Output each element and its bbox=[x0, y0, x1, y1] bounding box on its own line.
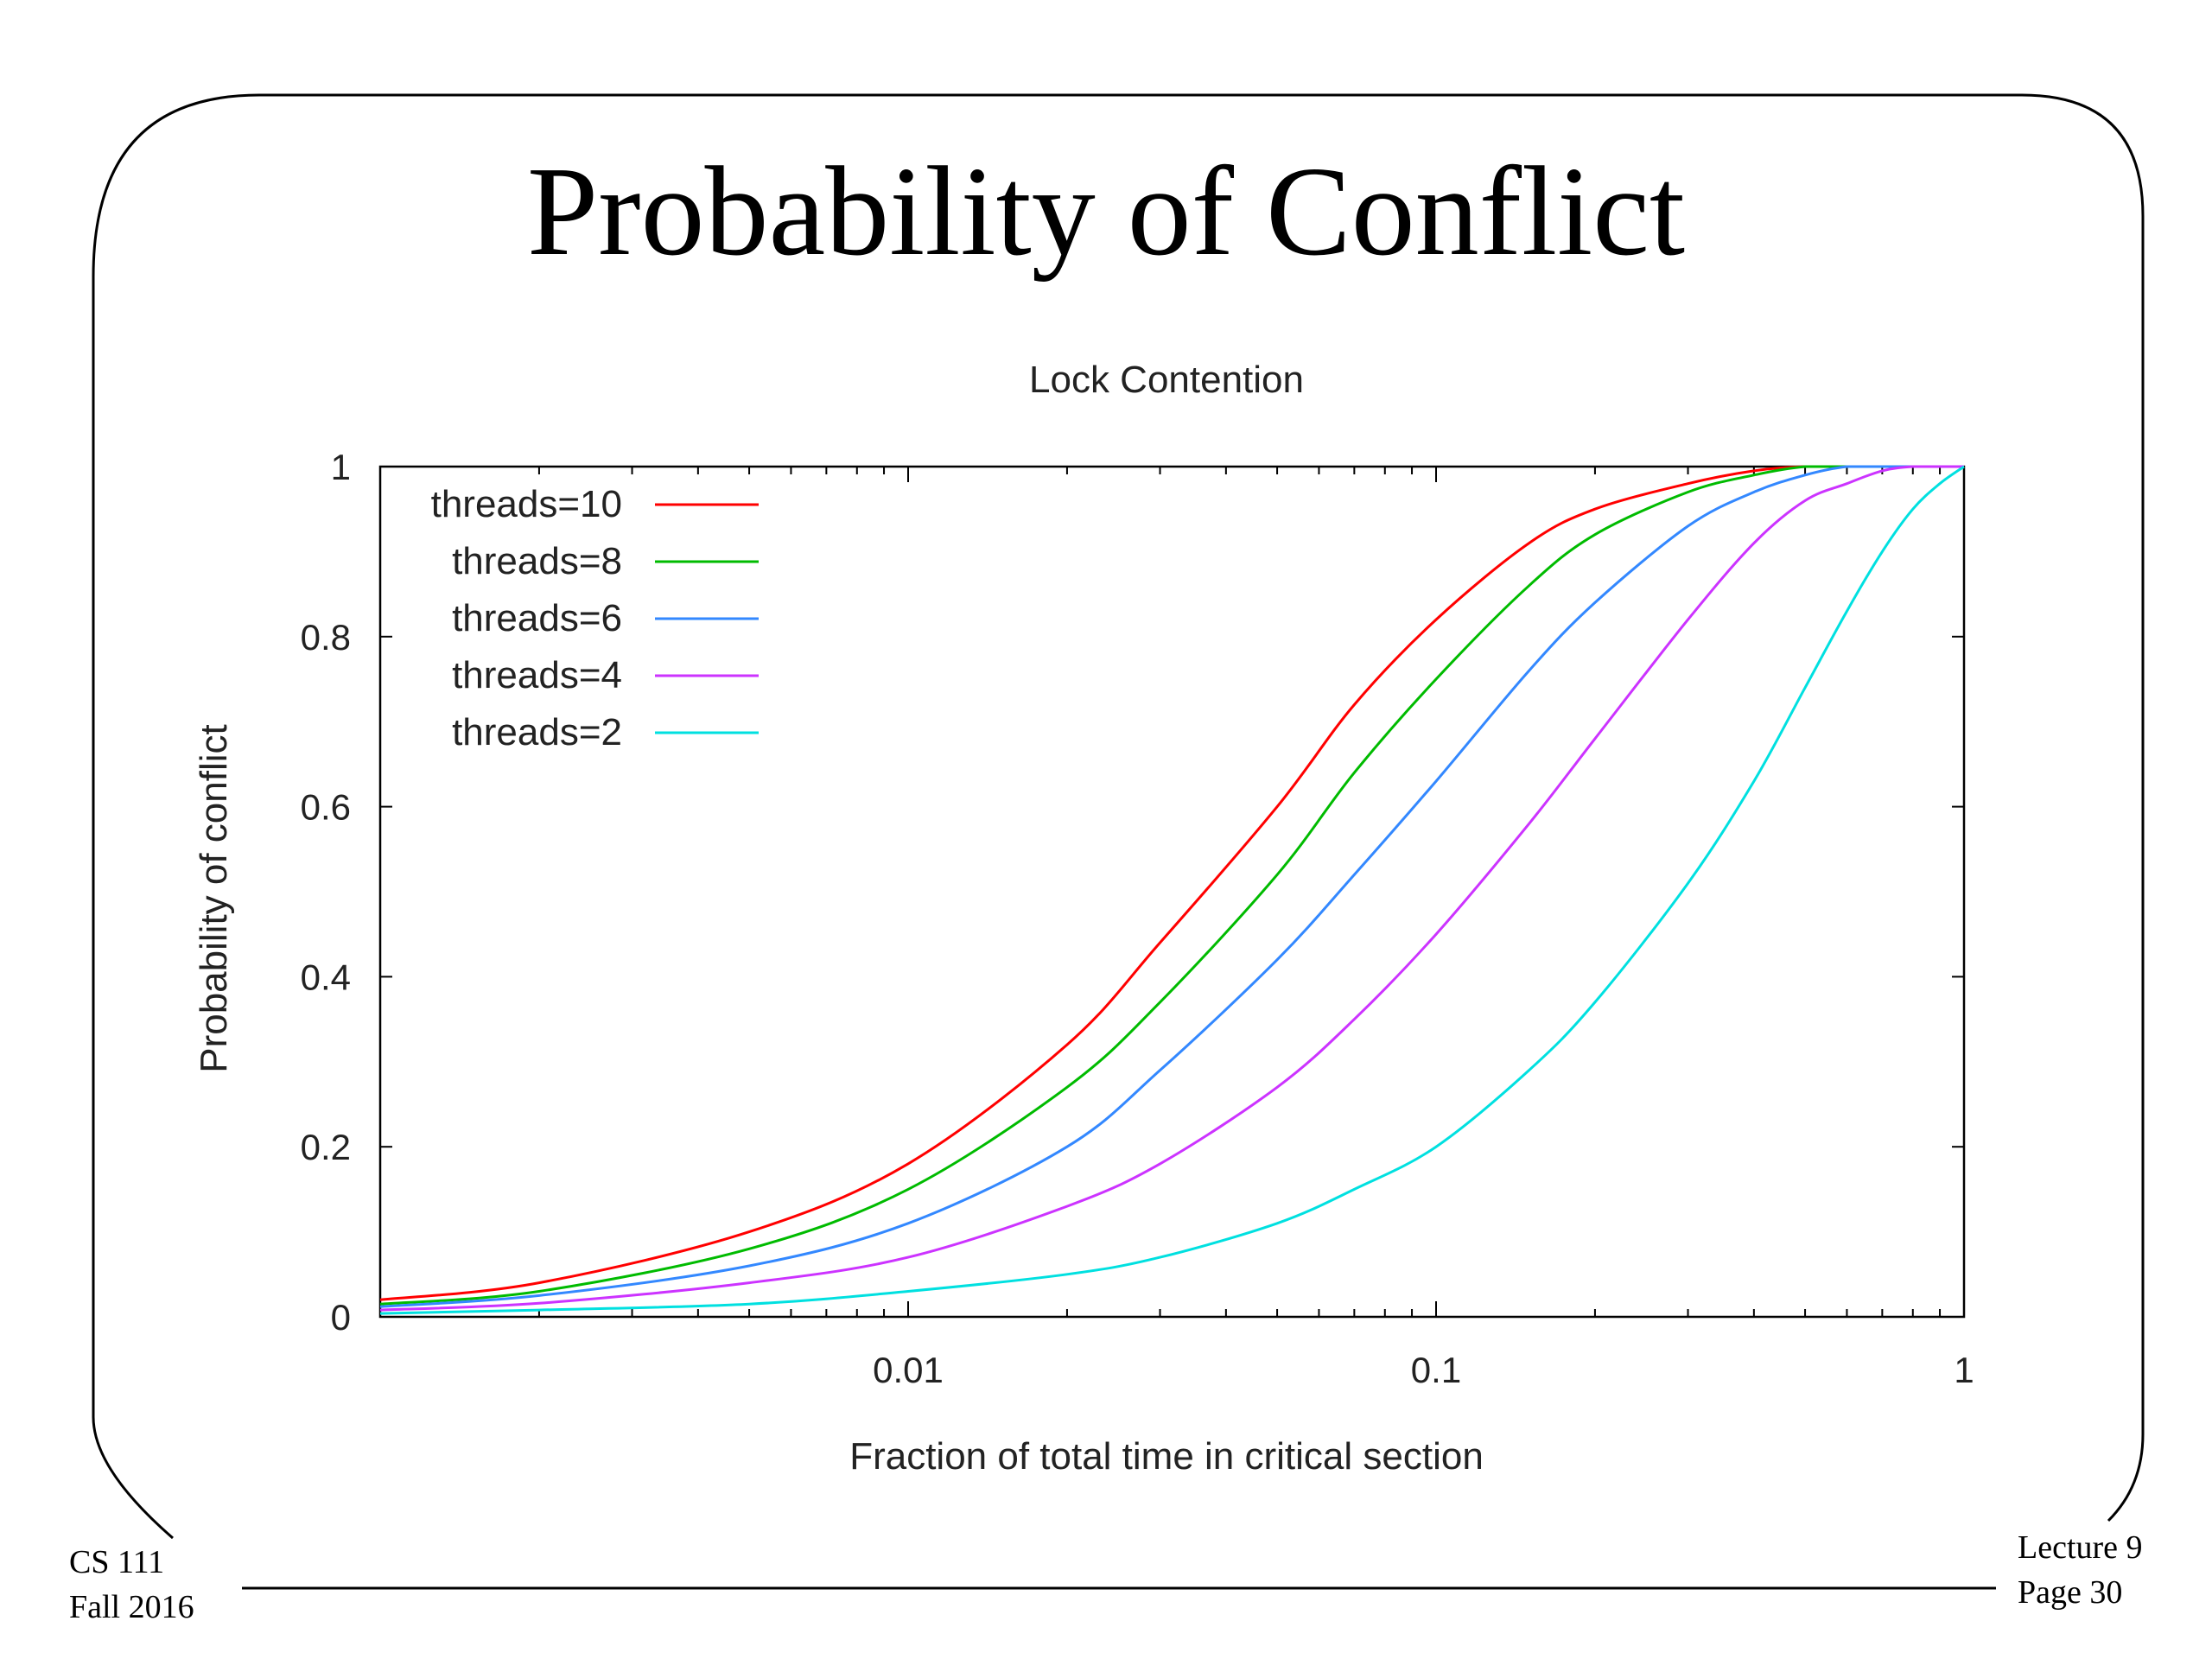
series-lines bbox=[379, 465, 1965, 1315]
footer-page: Page 30 bbox=[2018, 1574, 2123, 1611]
x-tick-label: 0.01 bbox=[873, 1350, 944, 1390]
x-tick-label: 0.1 bbox=[1411, 1350, 1461, 1390]
legend: threads=10 threads=8 threads=6 threads=4 thr… bbox=[431, 483, 759, 753]
slide-title: Probability of Conflict bbox=[526, 141, 1686, 283]
y-tick-label: 0.6 bbox=[301, 787, 351, 828]
plot-area bbox=[378, 465, 1966, 1319]
legend-label: threads=4 bbox=[452, 654, 622, 696]
y-tick-label: 0.4 bbox=[301, 957, 351, 997]
y-axis-label: Probability of conflict bbox=[193, 724, 235, 1073]
slide-border bbox=[92, 93, 2145, 1590]
footer-lecture: Lecture 9 bbox=[2018, 1529, 2143, 1566]
footer-term: Fall 2016 bbox=[69, 1589, 194, 1625]
legend-label: threads=2 bbox=[452, 711, 622, 753]
footer-course: CS 111 bbox=[69, 1544, 165, 1580]
series-line-threads-8 bbox=[379, 465, 1964, 1306]
legend-label: threads=6 bbox=[452, 597, 622, 639]
footer-left: CS 111 Fall 2016 bbox=[69, 1540, 194, 1630]
series-line-threads-2 bbox=[379, 465, 1965, 1315]
y-tick-label: 0 bbox=[331, 1297, 351, 1338]
x-tick-label: 1 bbox=[1954, 1350, 1974, 1390]
y-axis-ticks: 0 0.2 0.4 0.6 0.8 1 bbox=[301, 447, 1964, 1338]
footer-right: Lecture 9 Page 30 bbox=[2018, 1525, 2143, 1615]
chart-title: Lock Contention bbox=[1029, 359, 1304, 401]
legend-label: threads=8 bbox=[452, 540, 622, 582]
series-line-threads-4 bbox=[379, 465, 1964, 1312]
series-line-threads-10 bbox=[379, 465, 1964, 1301]
series-line-threads-6 bbox=[379, 465, 1964, 1308]
y-tick-label: 0.2 bbox=[301, 1127, 351, 1167]
x-axis-ticks: 0.01 0.1 1 bbox=[379, 467, 1974, 1390]
legend-label: threads=10 bbox=[431, 483, 622, 525]
y-tick-label: 1 bbox=[331, 447, 351, 487]
x-axis-label: Fraction of total time in critical secti… bbox=[849, 1435, 1484, 1478]
y-tick-label: 0.8 bbox=[301, 617, 351, 658]
